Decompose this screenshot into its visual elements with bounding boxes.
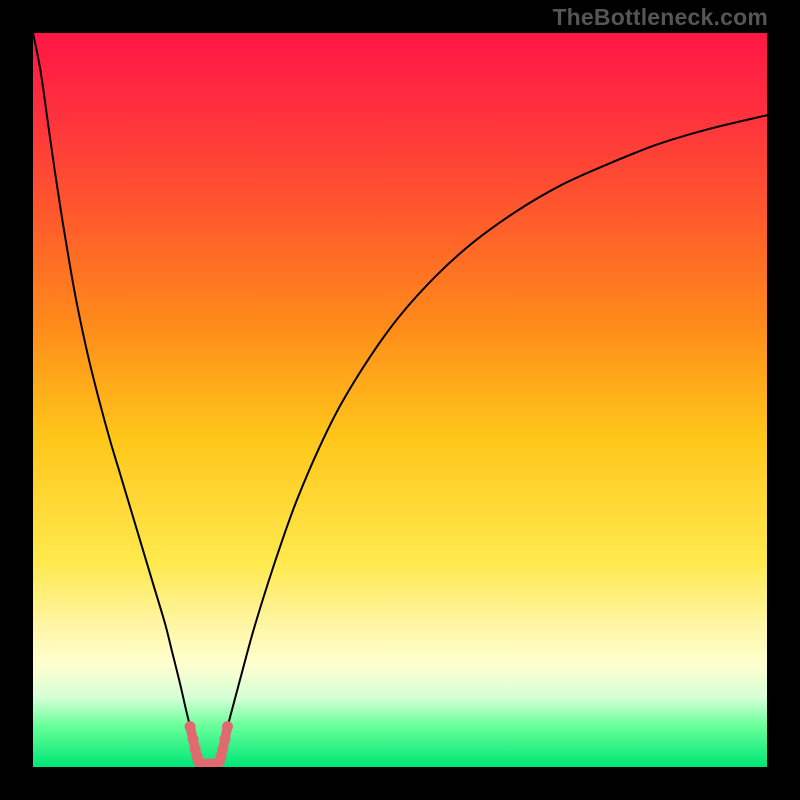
curve-layer bbox=[33, 33, 767, 767]
curve-right bbox=[228, 115, 767, 726]
valley-marker-dot bbox=[219, 734, 230, 745]
valley-marker-dot bbox=[185, 721, 196, 732]
plot-area bbox=[33, 33, 767, 767]
watermark-text: TheBottleneck.com bbox=[552, 4, 768, 31]
curve-left bbox=[33, 33, 190, 727]
valley-marker-dot bbox=[188, 734, 199, 745]
valley-marker-dot bbox=[217, 744, 228, 755]
valley-marker-dot bbox=[222, 721, 233, 732]
